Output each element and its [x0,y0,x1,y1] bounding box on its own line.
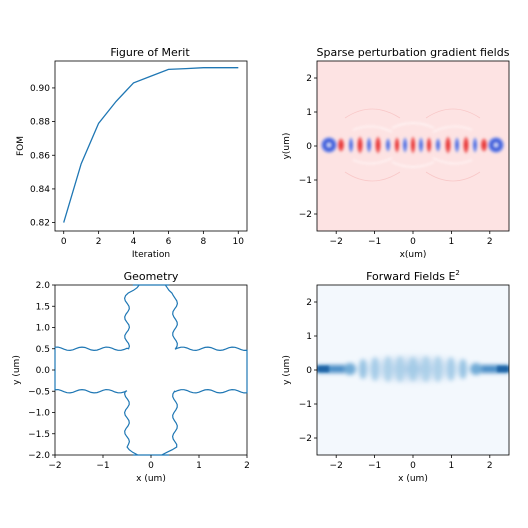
geometry-title: Geometry [124,270,179,283]
fom-panel: Figure of Merit 0 2 4 6 8 10 0.82 0.84 0.86 0.88… [16,46,248,260]
fom-axes-frame [54,60,248,232]
geom-y-tick-label: −1.0 [28,409,50,419]
fwd-x-tick-label: 2 [487,461,493,471]
geom-y-tick-label: −0.5 [28,387,50,397]
geom-y-tick-label: −2.0 [28,451,50,461]
fom-x-tick-label: 4 [131,237,137,247]
geom-y-tick-label: 2.0 [36,281,51,291]
forward-x-ticks: −2 −1 0 1 2 [330,455,493,471]
fom-title: Figure of Merit [110,46,190,59]
geometry-panel: Geometry −2 −1 0 1 2 −2.0 −1.5 −1.0 −0.5 0.0 0.5 1… [12,270,250,484]
fom-y-tick-label: 0.88 [30,118,50,128]
grad-x-tick-label: −1 [368,237,381,247]
forward-x-label: x (um) [398,474,428,484]
fwd-y-tick-label: −2 [299,434,312,444]
fwd-y-tick-label: 0 [306,366,312,376]
grad-x-tick-label: −2 [330,237,343,247]
fom-x-label: Iteration [132,250,170,260]
forward-title-superscript: 2 [455,269,459,277]
forward-title-main: Forward Fields E [366,270,455,283]
geom-y-tick-label: −1.5 [28,430,50,440]
geom-x-tick-label: 1 [196,461,202,471]
geom-y-tick-label: 1.5 [36,302,50,312]
grad-x-tick-label: 0 [410,237,416,247]
fom-x-tick-label: 8 [200,237,206,247]
geometry-y-label: y (um) [12,355,22,385]
forward-fields-panel: Forward Fields E2 −2 −1 [282,269,510,484]
geom-x-tick-label: 2 [244,461,250,471]
fwd-y-tick-label: −1 [299,400,312,410]
geometry-axes-frame [54,284,248,456]
fom-y-label: FOM [16,136,26,156]
forward-y-ticks: −2 −1 0 1 2 [299,298,317,444]
grad-y-tick-label: 2 [306,74,312,84]
forward-y-label: y (um) [282,355,292,385]
geometry-y-ticks: −2.0 −1.5 −1.0 −0.5 0.0 0.5 1.0 1.5 2.0 [28,281,55,461]
fwd-x-tick-label: 1 [449,461,455,471]
gradient-x-label: x(um) [400,250,427,260]
gradient-x-ticks: −2 −1 0 1 2 [330,231,493,247]
forward-title: Forward Fields E2 [366,269,460,283]
fwd-y-tick-label: 1 [306,332,312,342]
grad-y-tick-label: 0 [306,142,312,152]
grad-y-tick-label: 1 [306,108,312,118]
geometry-x-label: x (um) [136,474,166,484]
gradient-y-ticks: −2 −1 0 1 2 [299,74,317,220]
fwd-x-tick-label: 0 [410,461,416,471]
gradient-heatmap [317,61,509,231]
geometry-x-ticks: −2 −1 0 1 2 [48,455,250,471]
gradient-y-label: y(um) [282,133,292,160]
fom-y-tick-label: 0.86 [30,151,50,161]
geometry-cross-outline [54,284,248,456]
fom-x-tick-label: 2 [96,237,102,247]
fom-y-tick-label: 0.84 [30,185,50,195]
geom-x-tick-label: −2 [48,461,61,471]
fom-x-tick-label: 10 [233,237,245,247]
geom-x-tick-label: 0 [148,461,154,471]
fom-y-ticks: 0.82 0.84 0.86 0.88 0.90 [30,84,55,229]
grad-x-tick-label: 1 [449,237,455,247]
fwd-y-tick-label: 2 [306,298,312,308]
gradient-title: Sparse perturbation gradient fields [317,46,510,59]
fwd-x-tick-label: −2 [330,461,343,471]
geom-y-tick-label: 0.0 [36,366,51,376]
gradient-panel: Sparse perturbation gradient fields [282,46,510,260]
geom-x-tick-label: −1 [96,461,109,471]
fwd-x-tick-label: −1 [368,461,381,471]
fom-y-tick-label: 0.90 [30,84,50,94]
grad-y-tick-label: −1 [299,176,312,186]
grad-x-tick-label: 2 [487,237,493,247]
geom-y-tick-label: 1.0 [36,324,51,334]
fom-x-tick-label: 0 [61,237,67,247]
fom-y-tick-label: 0.82 [30,219,50,229]
forward-heatmap [317,285,509,455]
fom-x-ticks: 0 2 4 6 8 10 [61,231,244,247]
fom-x-tick-label: 6 [166,237,172,247]
grad-y-tick-label: −2 [299,210,312,220]
fom-series-line [63,67,239,223]
geom-y-tick-label: 0.5 [36,345,50,355]
